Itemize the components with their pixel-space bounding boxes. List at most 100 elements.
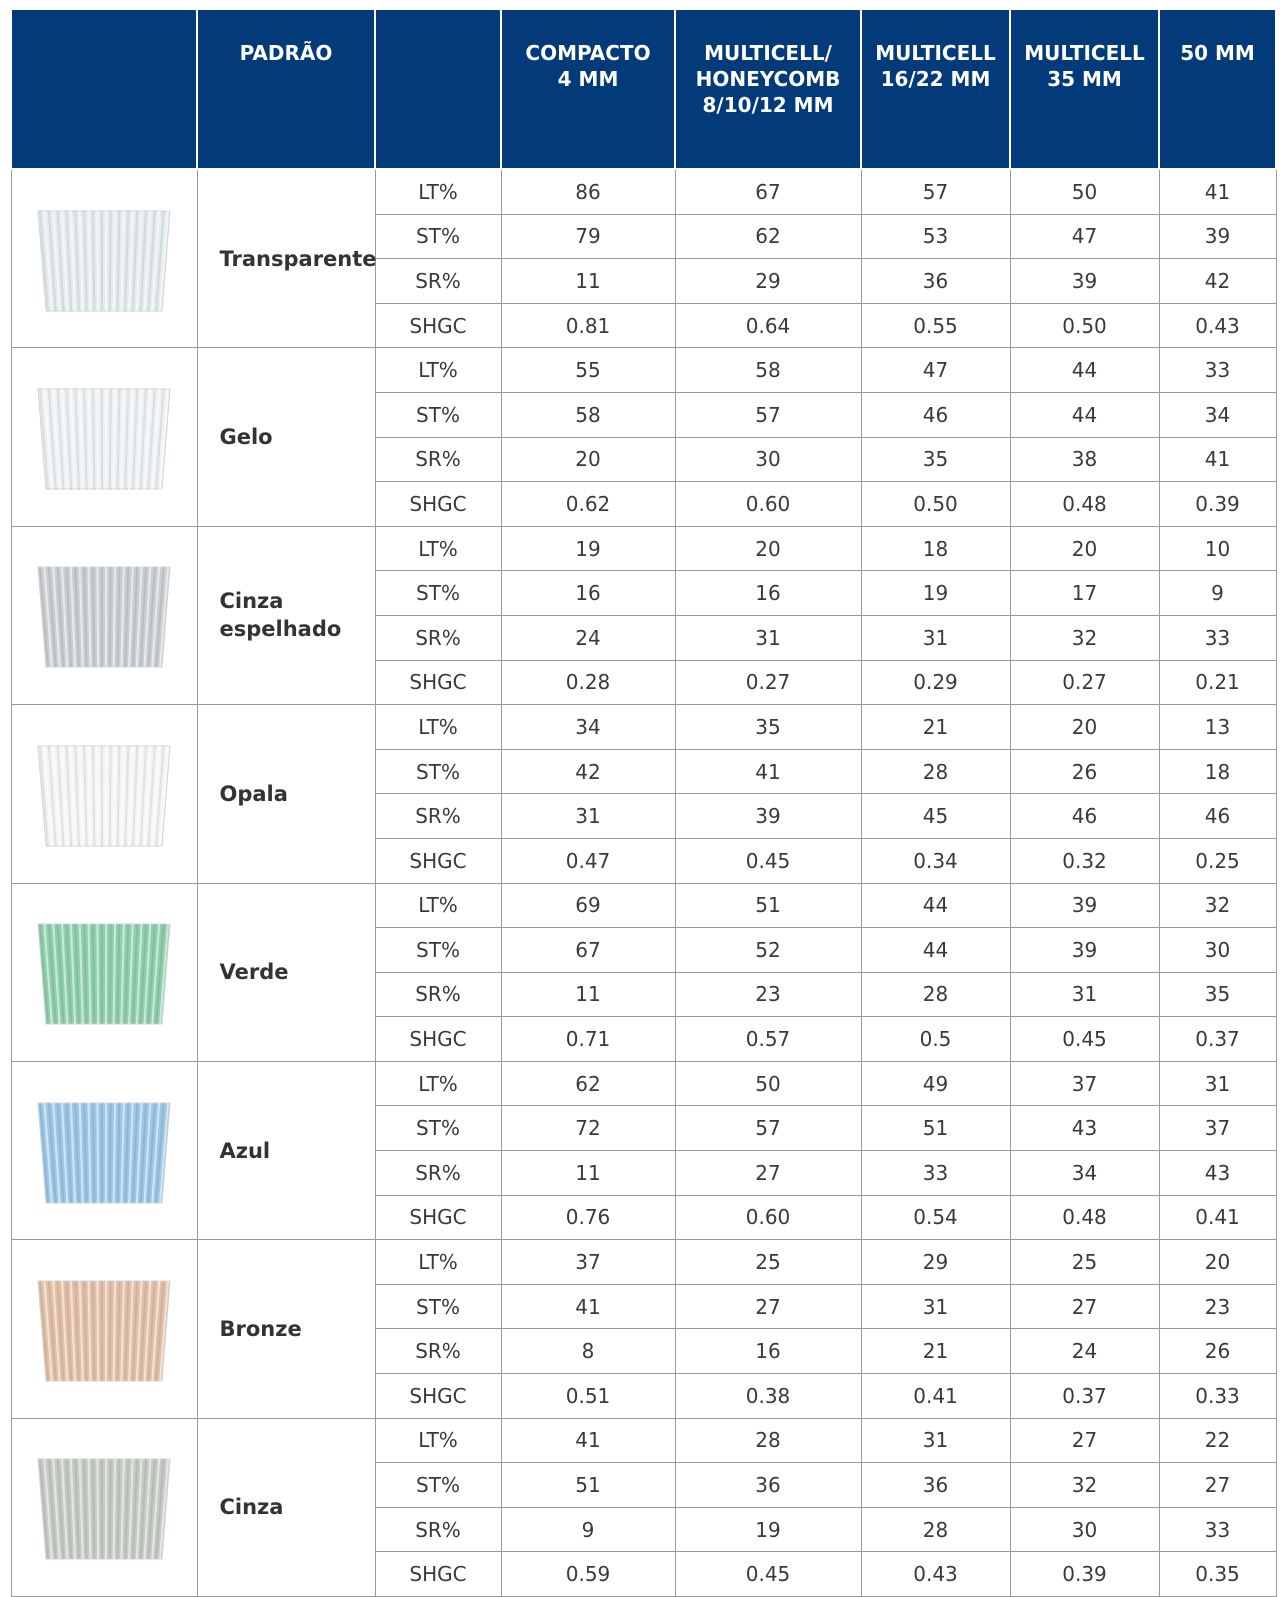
value-cell: 41 (501, 1284, 675, 1329)
value-cell: 44 (861, 883, 1010, 928)
metric-label: LT% (375, 1240, 501, 1285)
color-name: Verde (197, 883, 375, 1061)
value-cell: 57 (861, 169, 1010, 214)
value-cell: 0.37 (1010, 1374, 1159, 1419)
value-cell: 34 (1159, 392, 1276, 437)
image-cell (11, 705, 197, 883)
value-cell: 13 (1159, 705, 1276, 750)
value-cell: 39 (1010, 259, 1159, 304)
header-cell: 50 MM (1159, 10, 1276, 169)
value-cell: 32 (1010, 615, 1159, 660)
panel-image (34, 1269, 174, 1389)
value-cell: 0.60 (675, 482, 861, 527)
value-cell: 21 (861, 705, 1010, 750)
metric-label: SR% (375, 1507, 501, 1552)
value-cell: 57 (675, 392, 861, 437)
value-cell: 16 (501, 571, 675, 616)
value-cell: 37 (1010, 1061, 1159, 1106)
value-cell: 50 (675, 1061, 861, 1106)
value-cell: 41 (501, 1418, 675, 1463)
value-cell: 44 (1010, 348, 1159, 393)
value-cell: 52 (675, 928, 861, 973)
value-cell: 25 (1010, 1240, 1159, 1285)
metric-label: LT% (375, 348, 501, 393)
value-cell: 36 (861, 259, 1010, 304)
value-cell: 34 (501, 705, 675, 750)
value-cell: 33 (1159, 1507, 1276, 1552)
value-cell: 69 (501, 883, 675, 928)
value-cell: 31 (861, 615, 1010, 660)
color-name: Opala (197, 705, 375, 883)
value-cell: 43 (1010, 1106, 1159, 1151)
header-cell (11, 10, 197, 169)
value-cell: 0.41 (861, 1374, 1010, 1419)
metric-label: SHGC (375, 660, 501, 705)
value-cell: 37 (501, 1240, 675, 1285)
value-cell: 19 (675, 1507, 861, 1552)
value-cell: 36 (861, 1463, 1010, 1508)
value-cell: 28 (861, 972, 1010, 1017)
metric-label: SR% (375, 794, 501, 839)
value-cell: 31 (675, 615, 861, 660)
value-cell: 45 (861, 794, 1010, 839)
value-cell: 31 (1010, 972, 1159, 1017)
metric-label: SR% (375, 259, 501, 304)
metric-label: SHGC (375, 1017, 501, 1062)
value-cell: 0.37 (1159, 1017, 1276, 1062)
value-cell: 32 (1010, 1463, 1159, 1508)
value-cell: 39 (1010, 928, 1159, 973)
value-cell: 41 (675, 749, 861, 794)
value-cell: 37 (1159, 1106, 1276, 1151)
header-cell: MULTICELL 16/22 MM (861, 10, 1010, 169)
value-cell: 19 (861, 571, 1010, 616)
metric-label: ST% (375, 928, 501, 973)
header-cell: MULTICELL/ HONEYCOMB 8/10/12 MM (675, 10, 861, 169)
panel-image (34, 199, 174, 319)
value-cell: 36 (675, 1463, 861, 1508)
header-cell (375, 10, 501, 169)
value-cell: 18 (1159, 749, 1276, 794)
value-cell: 35 (1159, 972, 1276, 1017)
value-cell: 0.50 (1010, 303, 1159, 348)
value-cell: 31 (861, 1284, 1010, 1329)
color-name: Cinza (197, 1418, 375, 1596)
metric-label: SHGC (375, 838, 501, 883)
value-cell: 0.60 (675, 1195, 861, 1240)
value-cell: 0.50 (861, 482, 1010, 527)
value-cell: 41 (1159, 169, 1276, 214)
value-cell: 0.43 (1159, 303, 1276, 348)
image-cell (11, 1061, 197, 1239)
value-cell: 57 (675, 1106, 861, 1151)
value-cell: 9 (501, 1507, 675, 1552)
value-cell: 47 (861, 348, 1010, 393)
value-cell: 23 (675, 972, 861, 1017)
value-cell: 20 (1159, 1240, 1276, 1285)
value-cell: 22 (1159, 1418, 1276, 1463)
header-cell: COMPACTO 4 MM (501, 10, 675, 169)
value-cell: 0.21 (1159, 660, 1276, 705)
value-cell: 46 (1010, 794, 1159, 839)
value-cell: 0.39 (1010, 1552, 1159, 1597)
value-cell: 0.28 (501, 660, 675, 705)
value-cell: 30 (675, 437, 861, 482)
value-cell: 0.81 (501, 303, 675, 348)
value-cell: 26 (1159, 1329, 1276, 1374)
value-cell: 46 (861, 392, 1010, 437)
value-cell: 0.59 (501, 1552, 675, 1597)
value-cell: 42 (1159, 259, 1276, 304)
value-cell: 44 (861, 928, 1010, 973)
value-cell: 21 (861, 1329, 1010, 1374)
value-cell: 0.55 (861, 303, 1010, 348)
value-cell: 34 (1010, 1151, 1159, 1196)
value-cell: 28 (861, 1507, 1010, 1552)
panel-image (34, 1091, 174, 1211)
value-cell: 24 (501, 615, 675, 660)
value-cell: 31 (861, 1418, 1010, 1463)
value-cell: 28 (861, 749, 1010, 794)
